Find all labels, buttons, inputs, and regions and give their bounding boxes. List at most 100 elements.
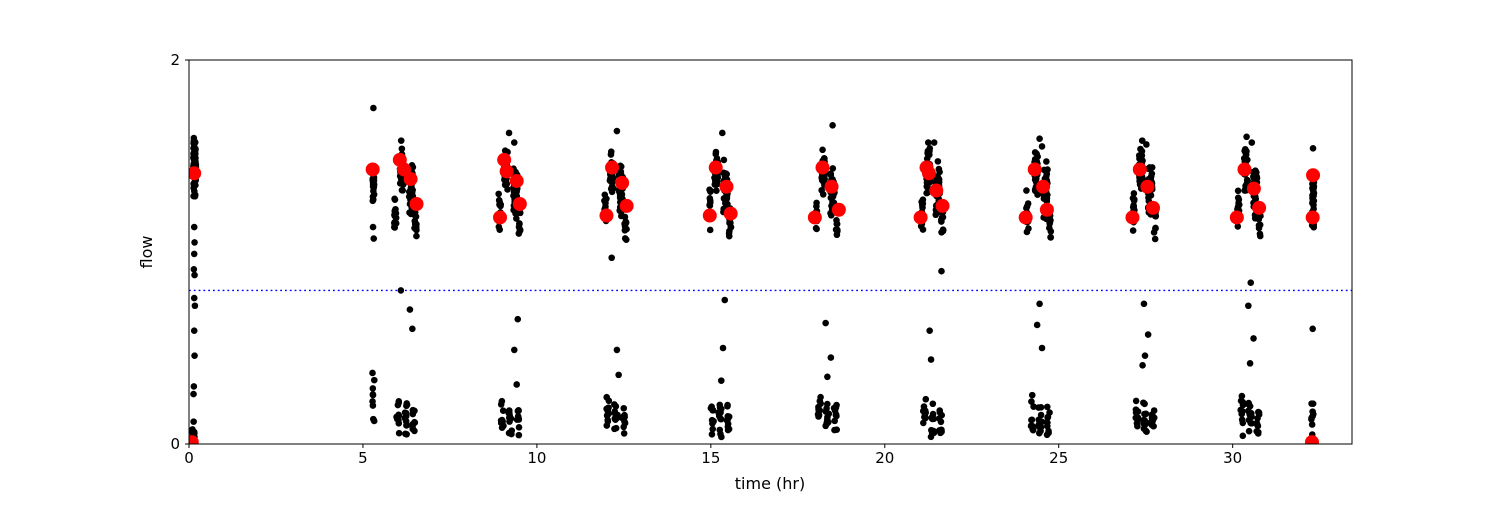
- scatter-point: [819, 146, 826, 154]
- scatter-point: [1028, 416, 1036, 424]
- scatter-point: [721, 195, 729, 203]
- scatter-point: [1245, 427, 1253, 435]
- scatter-point: [1044, 191, 1051, 199]
- scatter-point: [1047, 234, 1055, 241]
- plot-border: [188, 59, 1353, 445]
- scatter-point: [725, 425, 733, 433]
- scatter-point: [827, 170, 834, 178]
- scatter-point: [1234, 223, 1242, 230]
- scatter-point: [505, 129, 513, 137]
- scatter-point: [1242, 155, 1250, 163]
- highlight-point: [499, 164, 514, 179]
- scatter-point: [724, 401, 731, 409]
- scatter-point: [719, 129, 726, 137]
- scatter-point: [391, 207, 399, 215]
- scatter-point: [824, 373, 831, 381]
- highlight-point: [807, 210, 822, 225]
- scatter-point: [816, 407, 824, 414]
- highlight-point: [824, 179, 839, 194]
- scatter-point: [929, 414, 937, 422]
- scatter-point: [1310, 187, 1317, 195]
- scatter-point: [1134, 422, 1141, 430]
- scatter-point: [1034, 153, 1041, 161]
- highlight-point: [708, 160, 723, 175]
- x-tick-label: 30: [1223, 449, 1242, 467]
- scatter-point: [1242, 149, 1249, 157]
- scatter-point: [1248, 139, 1256, 146]
- highlight-point: [189, 166, 202, 181]
- highlight-point: [497, 152, 512, 167]
- scatter-point: [934, 158, 942, 165]
- scatter-point: [1144, 331, 1152, 338]
- scatter-point: [392, 220, 400, 227]
- scatter-point: [924, 189, 931, 196]
- highlight-point: [831, 202, 846, 217]
- scatter-point: [1239, 401, 1247, 409]
- scatter-point: [370, 376, 378, 384]
- scatter-point: [514, 315, 522, 323]
- scatter-point: [1047, 216, 1054, 224]
- highlight-point: [1125, 210, 1140, 225]
- scatter-point: [1140, 420, 1147, 427]
- scatter-point: [617, 195, 625, 202]
- highlight-point: [599, 208, 614, 223]
- scatter-point: [932, 211, 940, 219]
- axis-ticks: 0 5 10 15 20 25 30 0 2: [170, 51, 1242, 467]
- scatter-point: [1248, 419, 1255, 427]
- highlight-point: [409, 197, 424, 211]
- scatter-point: [1239, 432, 1247, 440]
- highlight-point: [1252, 200, 1267, 215]
- scatter-point: [506, 413, 513, 421]
- scatter-point: [617, 163, 625, 170]
- highlight-point: [605, 160, 620, 175]
- scatter-point: [611, 425, 618, 433]
- scatter-point: [505, 429, 513, 437]
- scatter-point: [510, 346, 518, 354]
- scatter-point: [613, 127, 621, 135]
- scatter-point: [1134, 416, 1142, 423]
- scatter-point: [190, 418, 197, 425]
- scatter-point: [1043, 170, 1051, 178]
- scatter-point: [1234, 187, 1242, 195]
- scatter-point: [497, 419, 505, 427]
- scatter-point: [1309, 145, 1317, 152]
- scatter-point: [706, 195, 714, 202]
- scatter-point: [823, 416, 831, 423]
- scatter-point: [1246, 409, 1253, 417]
- scatter-point: [397, 137, 405, 144]
- scatter-point: [1043, 403, 1051, 411]
- scatter-point: [919, 419, 927, 427]
- scatter-point: [1044, 413, 1052, 421]
- scatter-point: [406, 306, 414, 313]
- scatter-point: [397, 287, 405, 294]
- scatter-point: [605, 397, 613, 405]
- scatter-point: [716, 401, 724, 409]
- highlight-point: [1027, 162, 1042, 177]
- scatter-point: [709, 425, 717, 433]
- scatter-point: [935, 165, 943, 173]
- scatter-point: [721, 296, 729, 304]
- highlight-point: [509, 173, 524, 188]
- scatter-point: [621, 411, 628, 419]
- scatter-point: [514, 413, 522, 420]
- scatter-point: [403, 400, 411, 407]
- scatter-point: [927, 356, 935, 363]
- scatter-point: [511, 186, 518, 194]
- scatter-point: [504, 186, 511, 193]
- scatter-point: [1033, 321, 1041, 329]
- x-tick-label: 25: [1049, 449, 1068, 467]
- scatter-point: [1023, 187, 1030, 194]
- highlight-point: [189, 435, 199, 444]
- scatter-point: [516, 227, 524, 235]
- scatter-point: [726, 219, 733, 227]
- highlight-point: [1306, 168, 1321, 183]
- scatter-point: [1037, 403, 1045, 411]
- highlight-point: [1140, 179, 1155, 194]
- scatter-point: [1310, 205, 1317, 213]
- scatter-point: [1308, 400, 1315, 407]
- scatter-point: [929, 400, 937, 408]
- scatter-point: [411, 407, 418, 415]
- scatter-point: [1132, 397, 1140, 405]
